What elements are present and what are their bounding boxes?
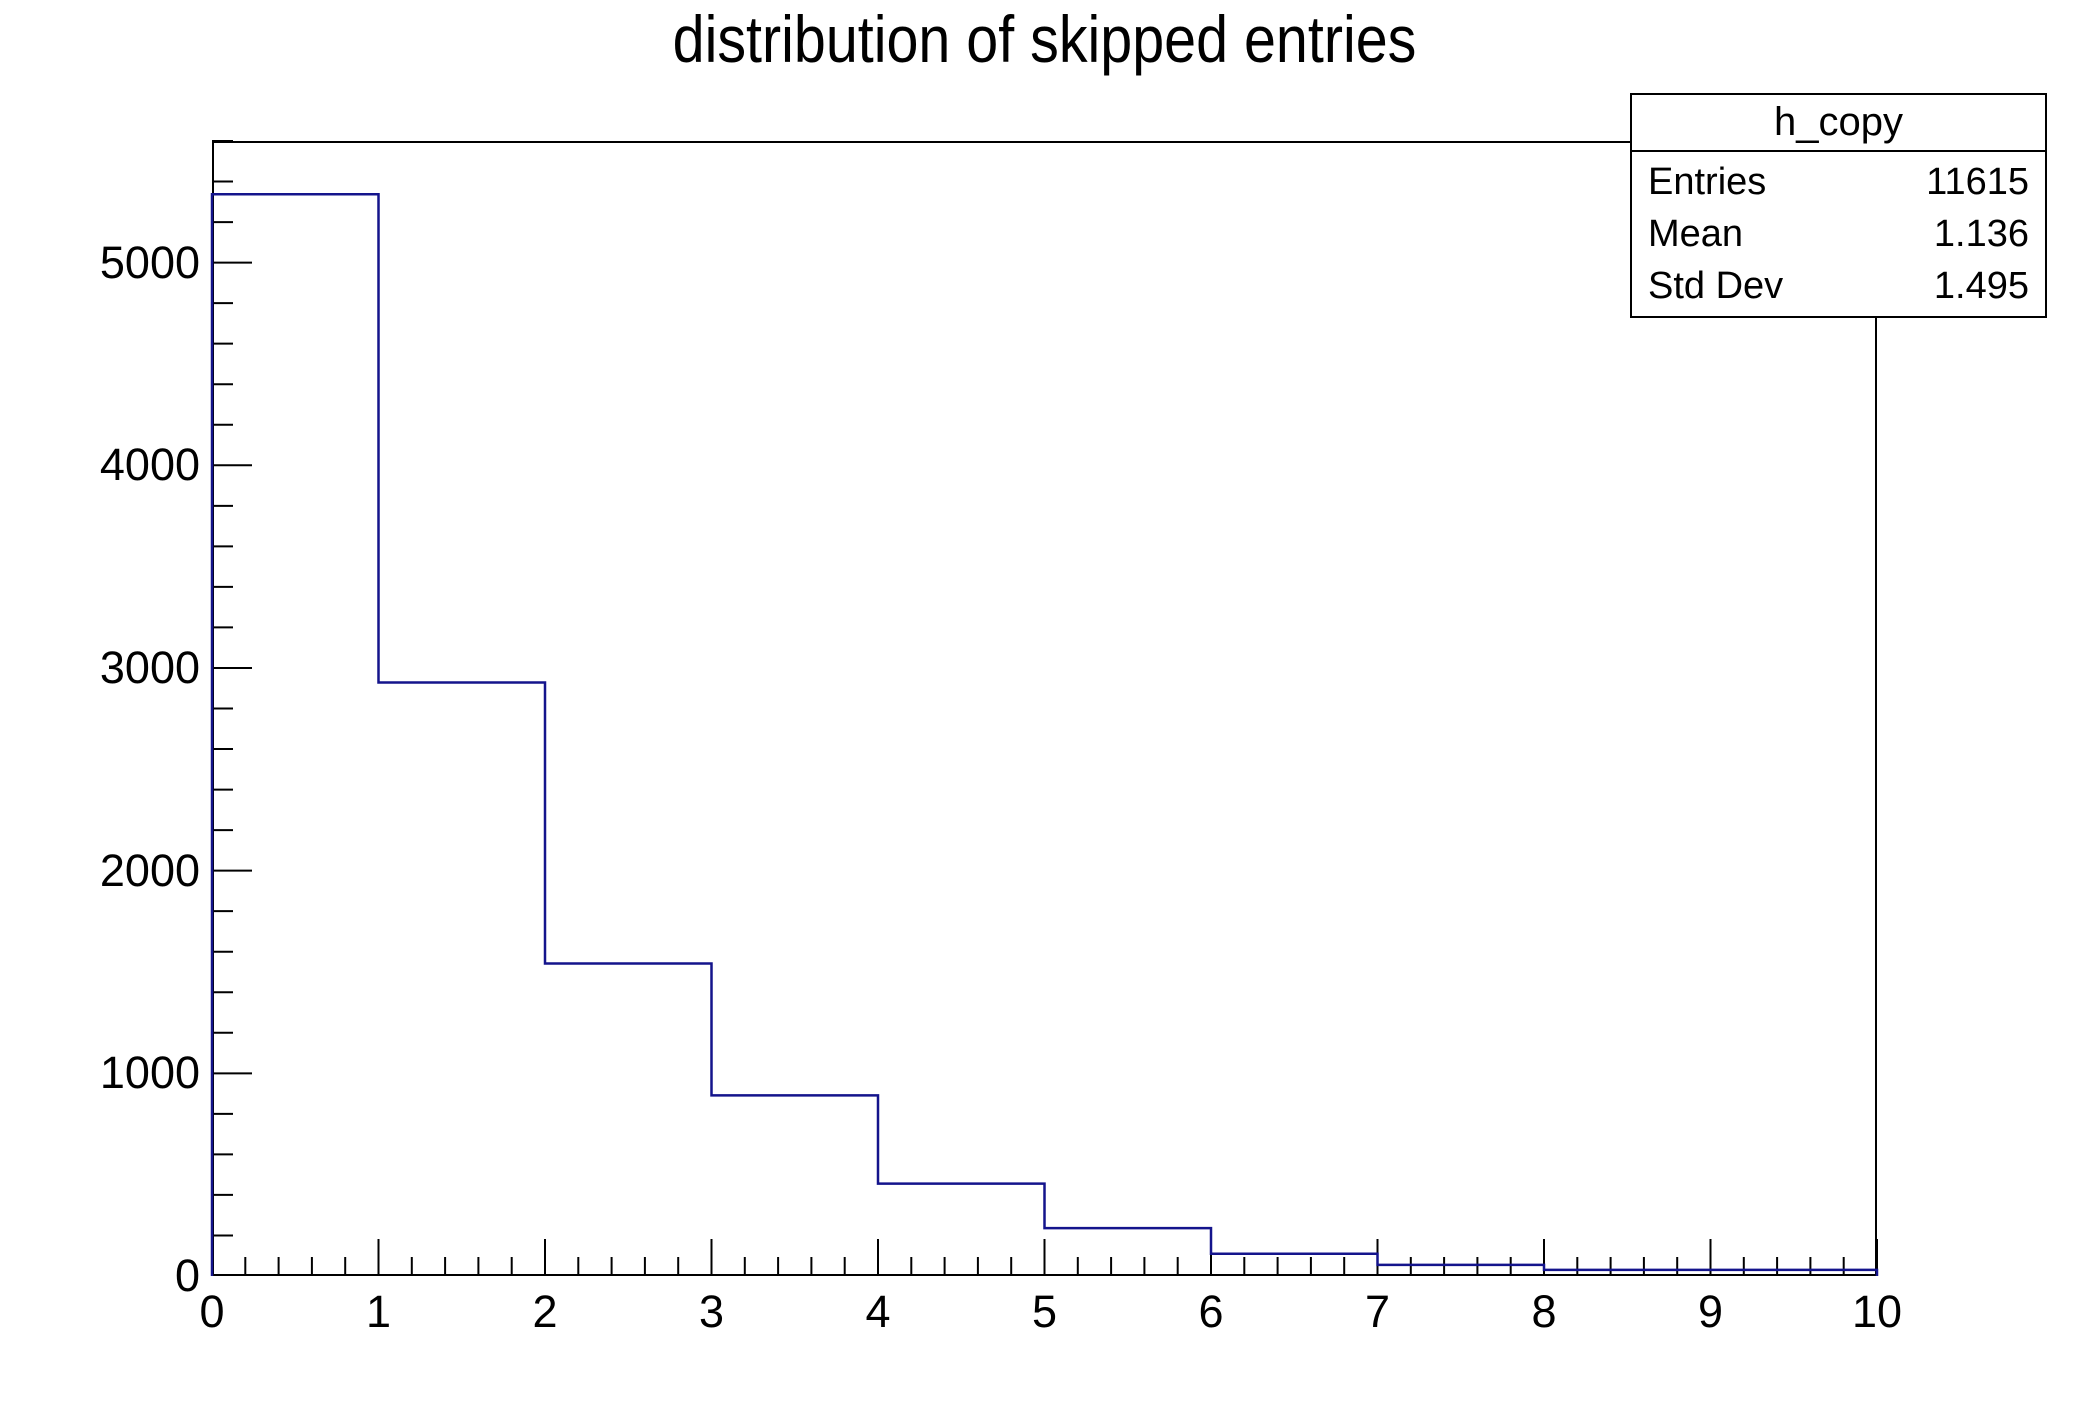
stats-row-entries: Entries 11615 — [1632, 160, 2045, 204]
x-tick-label: 5 — [1031, 1286, 1058, 1337]
y-tick-label: 4000 — [99, 439, 200, 491]
stats-row-mean: Mean 1.136 — [1632, 212, 2045, 256]
chart-title: distribution of skipped entries — [672, 2, 1417, 76]
stats-label: Std Dev — [1648, 265, 1784, 307]
x-tick-label: 0 — [199, 1286, 225, 1337]
plot-frame — [212, 141, 1877, 1276]
x-tick-label: 9 — [1697, 1286, 1724, 1337]
x-tick-label: 8 — [1531, 1286, 1557, 1337]
stats-box-body: Entries 11615 Mean 1.136 Std Dev 1.495 — [1632, 152, 2045, 316]
stats-value: 1.495 — [1933, 265, 2029, 307]
stats-box: h_copy Entries 11615 Mean 1.136 Std Dev … — [1630, 93, 2047, 318]
y-tick-label: 2000 — [99, 844, 200, 896]
y-tick-label: 1000 — [99, 1047, 200, 1099]
stats-label: Entries — [1648, 161, 1767, 203]
x-tick-label: 10 — [1851, 1286, 1903, 1337]
x-tick-label: 3 — [698, 1286, 725, 1337]
y-tick-label: 3000 — [99, 641, 200, 693]
stats-value: 11615 — [1926, 161, 2029, 203]
stats-value: 1.136 — [1933, 213, 2029, 255]
stats-row-stddev: Std Dev 1.495 — [1632, 264, 2045, 308]
y-tick-label: 0 — [174, 1250, 200, 1301]
x-tick-label: 4 — [865, 1286, 891, 1337]
x-tick-label: 1 — [365, 1286, 392, 1337]
stats-box-title: h_copy — [1632, 95, 2045, 152]
x-tick-label: 6 — [1198, 1286, 1224, 1337]
y-tick-label: 5000 — [99, 236, 200, 288]
x-tick-label: 7 — [1364, 1286, 1391, 1337]
stats-label: Mean — [1648, 213, 1744, 255]
x-tick-label: 2 — [532, 1286, 558, 1337]
